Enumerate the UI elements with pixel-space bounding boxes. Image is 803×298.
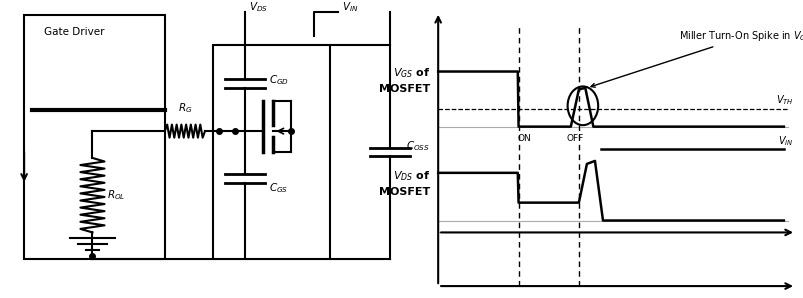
Text: $C_{GS}$: $C_{GS}$ [269, 181, 288, 195]
Text: $C_{GD}$: $C_{GD}$ [269, 74, 289, 87]
Text: MOSFET: MOSFET [378, 187, 430, 197]
Text: MOSFET: MOSFET [378, 84, 430, 94]
Bar [213, 45, 329, 259]
Text: $R_G$: $R_G$ [177, 101, 192, 115]
Text: OFF: OFF [565, 134, 583, 143]
Text: Miller Turn-On Spike in $V_{GS}$: Miller Turn-On Spike in $V_{GS}$ [590, 29, 803, 87]
Text: $V_{DS}$: $V_{DS}$ [249, 1, 268, 14]
Text: ON: ON [516, 134, 531, 143]
Bar [24, 15, 165, 259]
Text: $V_{GS}$ of: $V_{GS}$ of [392, 66, 430, 80]
Text: Gate Driver: Gate Driver [44, 27, 104, 37]
Text: $V_{IN}$: $V_{IN}$ [341, 1, 357, 14]
Text: $C_{OSS}$: $C_{OSS}$ [406, 139, 430, 153]
Text: $V_{IN}$: $V_{IN}$ [777, 134, 793, 148]
Text: $V_{DS}$ of: $V_{DS}$ of [392, 169, 430, 183]
Text: $V_{TH}$: $V_{TH}$ [775, 94, 793, 107]
Text: $R_{OL}$: $R_{OL}$ [107, 188, 125, 202]
